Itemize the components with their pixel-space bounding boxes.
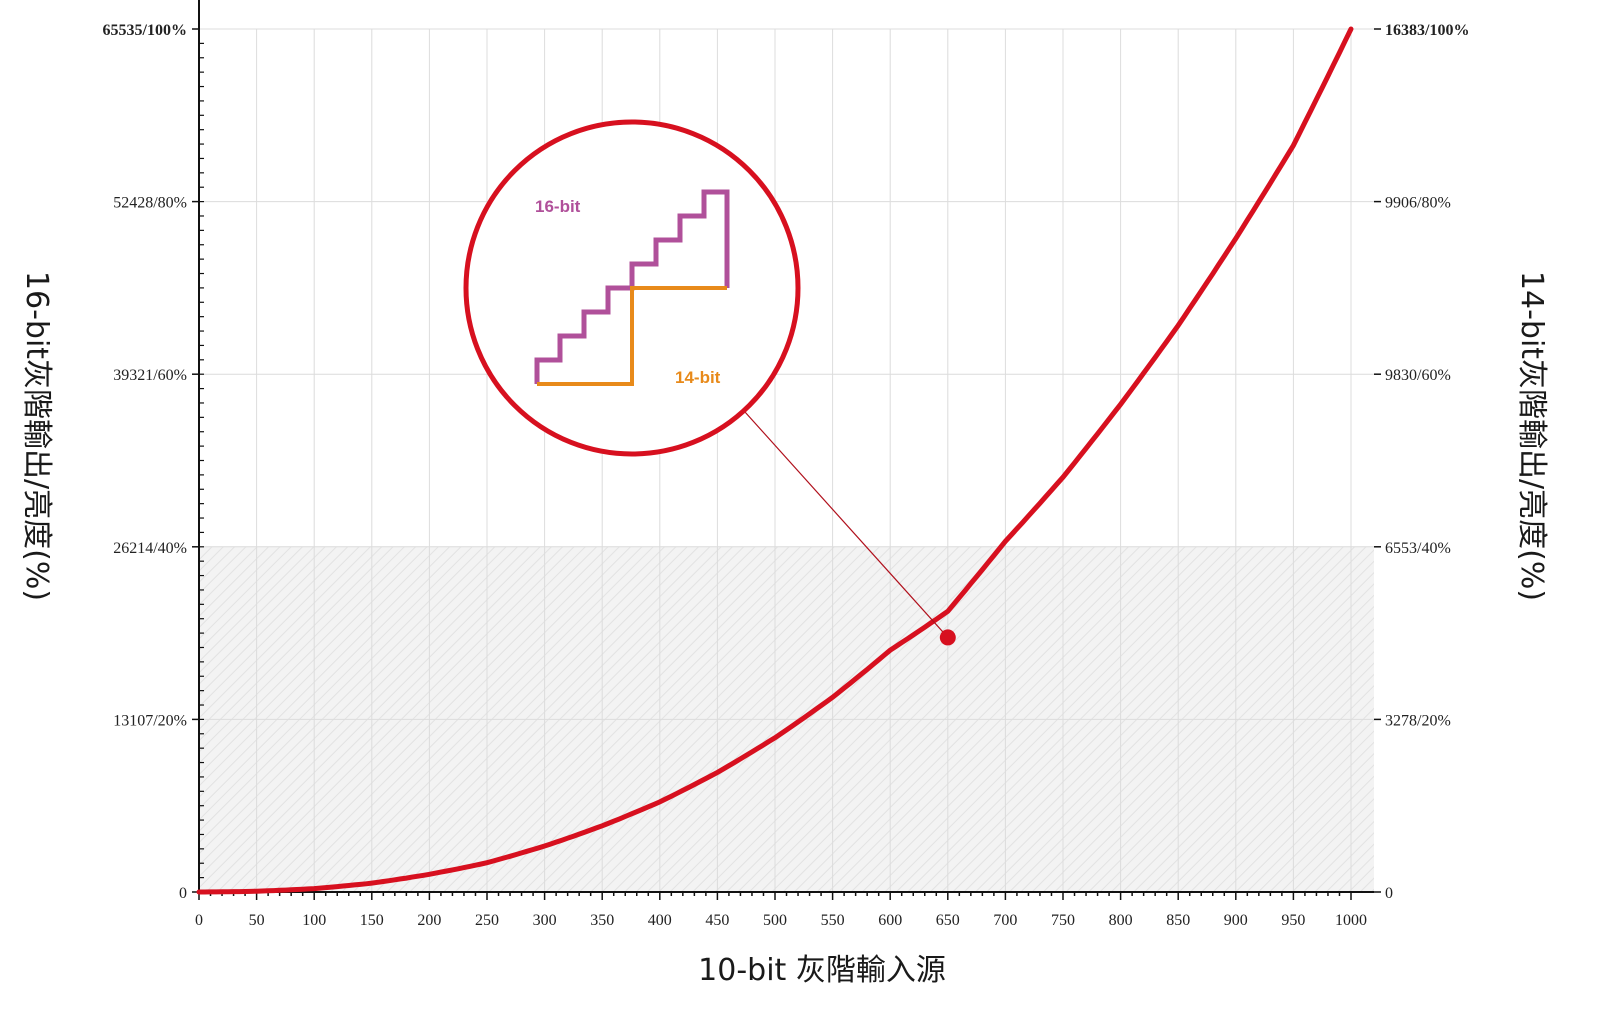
highlight-point <box>939 629 956 646</box>
label-16bit: 16-bit <box>535 197 581 216</box>
x-tick-label: 900 <box>1224 912 1248 929</box>
x-tick-label: 150 <box>360 912 384 929</box>
y-right-axis-title: 14-bit灰階輸出/亮度(%) <box>1514 271 1549 601</box>
x-tick-label: 250 <box>475 912 499 929</box>
y-left-tick-labels: 0 13107/20% 26214/40% 39321/60% 52428/80% 655… <box>103 22 187 902</box>
series-curve <box>196 26 1354 895</box>
y-right-tick-label: 0 <box>1385 885 1393 902</box>
axis-ticks <box>192 28 1381 900</box>
y-right-tick-labels: 0 3278/20% 6553/40% 9830/60% 9906/80% 16383/1… <box>1385 22 1469 902</box>
x-tick-label: 300 <box>533 912 557 929</box>
x-axis-title: 10-bit 灰階輸入源 <box>698 953 946 988</box>
y-right-tick-label: 6553/40% <box>1385 540 1451 557</box>
x-tick-label: 400 <box>648 912 672 929</box>
y-right-tick-label: 16383/100% <box>1385 22 1469 39</box>
y-right-tick-label: 3278/20% <box>1385 712 1451 729</box>
y-left-tick-label: 65535/100% <box>103 22 187 39</box>
y-left-axis-title: 16-bit灰階輸出/亮度(%) <box>19 271 54 601</box>
x-tick-label: 950 <box>1281 912 1305 929</box>
x-tick-label: 200 <box>417 912 441 929</box>
y-left-tick-label: 26214/40% <box>113 540 187 557</box>
y-left-tick-label: 52428/80% <box>113 195 187 212</box>
x-tick-label: 1000 <box>1335 912 1367 929</box>
step-14bit <box>537 286 727 386</box>
x-tick-label: 600 <box>878 912 902 929</box>
step-16bit <box>534 189 730 384</box>
x-tick-label: 0 <box>195 912 203 929</box>
label-14bit: 14-bit <box>675 368 721 387</box>
x-tick-label: 450 <box>705 912 729 929</box>
y-left-tick-label: 39321/60% <box>113 367 187 384</box>
x-tick-label: 650 <box>936 912 960 929</box>
x-tick-label: 350 <box>590 912 614 929</box>
x-tick-label: 500 <box>763 912 787 929</box>
x-tick-label: 750 <box>1051 912 1075 929</box>
callout-leader-line <box>744 411 949 638</box>
y-left-tick-label: 13107/20% <box>113 712 187 729</box>
zoom-callout: 16-bit 14-bit <box>463 119 801 457</box>
y-right-tick-label: 9906/80% <box>1385 195 1451 212</box>
x-tick-labels: 0 50 100 150 200 250 300 350 400 450 500 550 600 650 7… <box>195 912 1367 929</box>
x-tick-label: 100 <box>302 912 326 929</box>
x-tick-label: 700 <box>993 912 1017 929</box>
x-tick-label: 850 <box>1166 912 1190 929</box>
y-right-tick-label: 9830/60% <box>1385 367 1451 384</box>
x-tick-label: 800 <box>1109 912 1133 929</box>
x-tick-label: 50 <box>249 912 265 929</box>
x-tick-label: 550 <box>821 912 845 929</box>
y-left-tick-label: 0 <box>179 885 187 902</box>
